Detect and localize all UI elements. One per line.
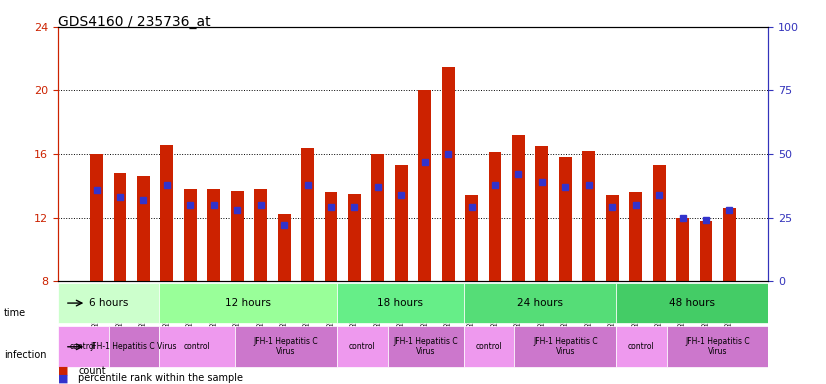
- Text: JFH-1 Hepatitis C
Virus: JFH-1 Hepatitis C Virus: [393, 337, 458, 356]
- Bar: [395, 165, 408, 281]
- Text: 6 hours: 6 hours: [89, 298, 128, 308]
- FancyBboxPatch shape: [108, 326, 159, 367]
- FancyBboxPatch shape: [58, 326, 108, 367]
- FancyBboxPatch shape: [387, 326, 463, 367]
- Bar: [348, 194, 361, 281]
- Bar: [113, 173, 126, 281]
- Bar: [301, 148, 314, 281]
- Bar: [700, 221, 713, 281]
- Bar: [629, 192, 642, 281]
- FancyBboxPatch shape: [159, 283, 337, 323]
- Text: control: control: [349, 342, 376, 351]
- Bar: [230, 190, 244, 281]
- Bar: [207, 189, 221, 281]
- Bar: [653, 165, 666, 281]
- Text: control: control: [628, 342, 655, 351]
- Text: count: count: [78, 366, 106, 376]
- Bar: [676, 218, 689, 281]
- Text: JFH-1 Hepatitis C
Virus: JFH-1 Hepatitis C Virus: [685, 337, 750, 356]
- Bar: [160, 144, 173, 281]
- FancyBboxPatch shape: [463, 326, 515, 367]
- Text: JFH-1 Hepatitis C
Virus: JFH-1 Hepatitis C Virus: [533, 337, 597, 356]
- FancyBboxPatch shape: [58, 283, 159, 323]
- Text: control: control: [70, 342, 97, 351]
- Bar: [325, 192, 337, 281]
- Bar: [489, 152, 501, 281]
- Bar: [278, 214, 291, 281]
- Text: 12 hours: 12 hours: [225, 298, 271, 308]
- Bar: [137, 176, 150, 281]
- Bar: [442, 66, 454, 281]
- Bar: [605, 195, 619, 281]
- Text: GDS4160 / 235736_at: GDS4160 / 235736_at: [58, 15, 211, 29]
- Text: 24 hours: 24 hours: [517, 298, 563, 308]
- FancyBboxPatch shape: [337, 283, 463, 323]
- FancyBboxPatch shape: [667, 326, 768, 367]
- Text: time: time: [4, 308, 26, 318]
- Bar: [465, 195, 478, 281]
- FancyBboxPatch shape: [616, 326, 667, 367]
- Bar: [254, 189, 267, 281]
- Bar: [535, 146, 548, 281]
- Bar: [512, 135, 525, 281]
- Text: percentile rank within the sample: percentile rank within the sample: [78, 373, 244, 383]
- Text: control: control: [476, 342, 502, 351]
- FancyBboxPatch shape: [616, 283, 768, 323]
- FancyBboxPatch shape: [337, 326, 387, 367]
- Bar: [418, 91, 431, 281]
- Text: JFH-1 Hepatitis C Virus: JFH-1 Hepatitis C Virus: [91, 342, 178, 351]
- Bar: [582, 151, 596, 281]
- Text: ■: ■: [58, 366, 69, 376]
- FancyBboxPatch shape: [159, 326, 235, 367]
- Text: control: control: [184, 342, 211, 351]
- FancyBboxPatch shape: [515, 326, 616, 367]
- Text: 18 hours: 18 hours: [377, 298, 423, 308]
- Text: infection: infection: [4, 350, 46, 360]
- Text: 48 hours: 48 hours: [669, 298, 715, 308]
- Text: ■: ■: [58, 373, 69, 383]
- Bar: [372, 154, 384, 281]
- Bar: [184, 189, 197, 281]
- FancyBboxPatch shape: [235, 326, 337, 367]
- Text: JFH-1 Hepatitis C
Virus: JFH-1 Hepatitis C Virus: [254, 337, 319, 356]
- Bar: [559, 157, 572, 281]
- Bar: [90, 154, 103, 281]
- Bar: [723, 208, 736, 281]
- FancyBboxPatch shape: [463, 283, 616, 323]
